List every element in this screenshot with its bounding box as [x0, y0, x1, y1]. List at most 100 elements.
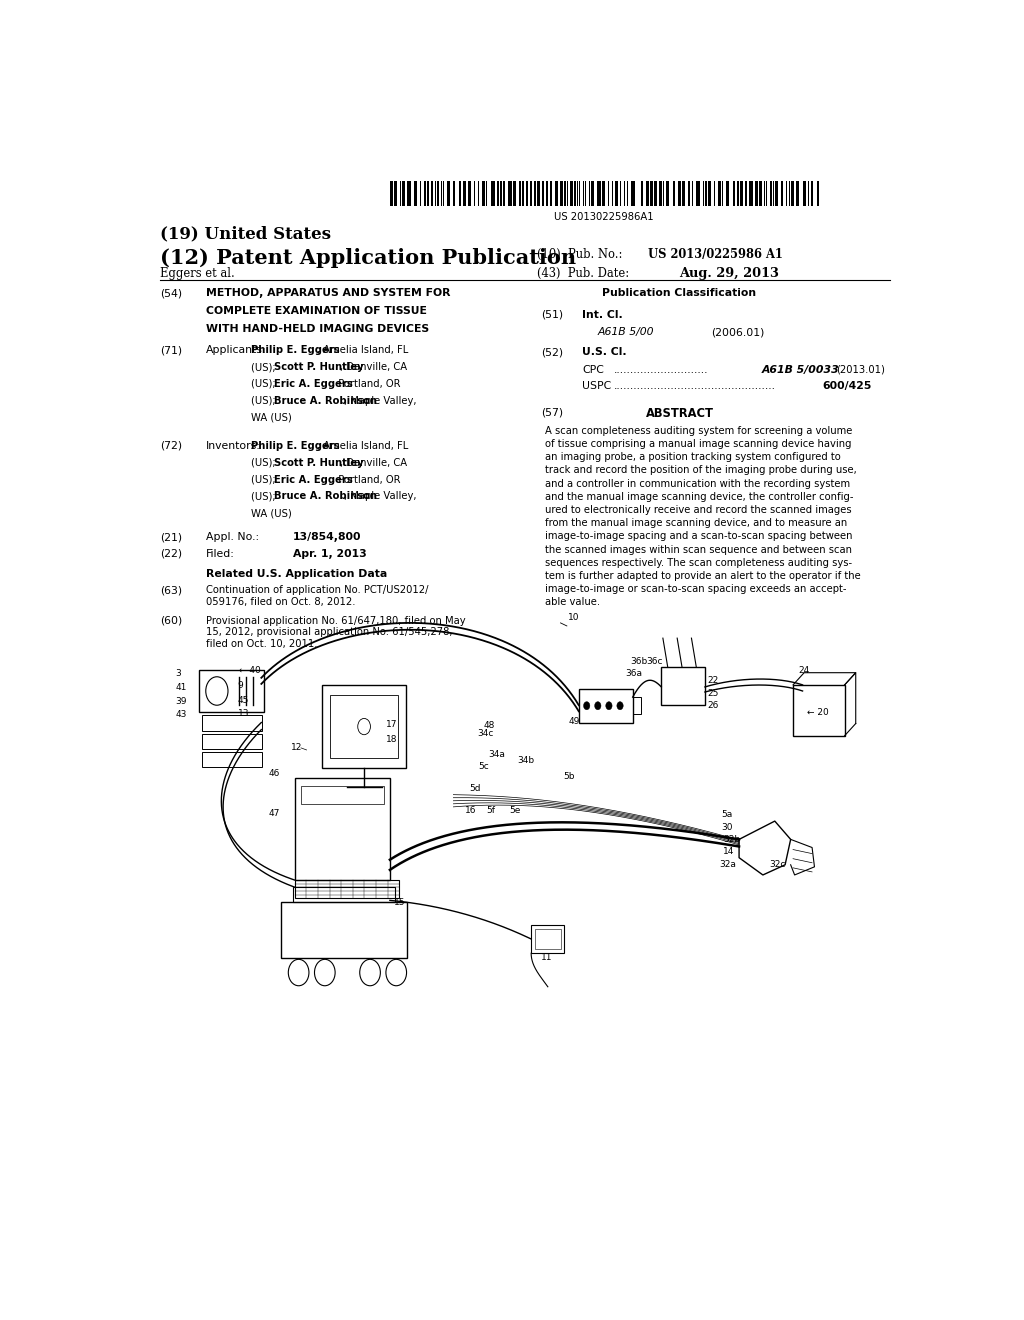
Bar	[580, 181, 584, 206]
Bar	[509, 181, 512, 206]
Text: 24: 24	[799, 667, 810, 675]
Text: 10: 10	[568, 614, 580, 622]
Text: Philip E. Eggers: Philip E. Eggers	[251, 346, 340, 355]
Bar	[406, 181, 408, 206]
Text: (72): (72)	[160, 441, 182, 451]
Bar	[690, 181, 692, 206]
Text: , Maple Valley,: , Maple Valley,	[344, 491, 417, 502]
Bar	[503, 181, 505, 206]
Bar	[439, 181, 441, 206]
Text: (71): (71)	[160, 346, 182, 355]
Text: 48: 48	[483, 721, 495, 730]
Bar	[759, 181, 762, 206]
Bar	[626, 181, 628, 206]
Bar	[402, 181, 406, 206]
Text: (12) Patent Application Publication: (12) Patent Application Publication	[160, 248, 575, 268]
Bar	[755, 181, 758, 206]
Bar	[800, 181, 803, 206]
Text: Provisional application No. 61/647,180, filed on May
15, 2012, provisional appli: Provisional application No. 61/647,180, …	[206, 615, 465, 649]
Text: 32b: 32b	[723, 834, 740, 843]
Bar	[811, 181, 813, 206]
Bar	[447, 181, 451, 206]
Text: 5f: 5f	[486, 807, 495, 816]
Bar	[574, 181, 577, 206]
Text: Bruce A. Robinson: Bruce A. Robinson	[273, 491, 377, 502]
Bar	[715, 181, 718, 206]
Circle shape	[606, 702, 612, 710]
Bar	[466, 181, 468, 206]
Bar	[390, 181, 393, 206]
Text: , Maple Valley,: , Maple Valley,	[344, 396, 417, 405]
Text: Eric A. Eggers: Eric A. Eggers	[273, 379, 352, 389]
Bar	[531, 181, 534, 206]
Text: ............................: ............................	[613, 364, 709, 375]
Bar	[745, 181, 748, 206]
Text: 39: 39	[176, 697, 187, 706]
Text: Applicants:: Applicants:	[206, 346, 266, 355]
Bar	[295, 880, 399, 899]
Bar	[705, 181, 707, 206]
Text: Philip E. Eggers: Philip E. Eggers	[251, 441, 340, 451]
Text: A scan completeness auditing system for screening a volume
of tissue comprising : A scan completeness auditing system for …	[545, 426, 860, 607]
Bar	[657, 181, 659, 206]
Text: 41: 41	[176, 684, 187, 693]
Bar	[762, 181, 764, 206]
Text: (US);: (US);	[251, 362, 279, 372]
Bar	[451, 181, 454, 206]
Bar	[540, 181, 542, 206]
Bar	[633, 697, 641, 714]
Bar	[519, 181, 521, 206]
Text: 34b: 34b	[517, 755, 534, 764]
Bar	[471, 181, 474, 206]
Bar	[667, 181, 670, 206]
Text: 18: 18	[386, 735, 397, 744]
Bar	[568, 181, 570, 206]
Bar	[531, 925, 564, 953]
Text: A61B 5/0033: A61B 5/0033	[761, 364, 839, 375]
Text: ← 40: ← 40	[240, 667, 261, 675]
Text: Apr. 1, 2013: Apr. 1, 2013	[293, 549, 367, 558]
Text: 5c: 5c	[479, 762, 489, 771]
Bar	[293, 887, 394, 903]
Text: (US);: (US);	[251, 379, 279, 389]
Text: 11: 11	[541, 953, 552, 962]
Bar	[427, 181, 429, 206]
Bar	[490, 181, 493, 206]
Bar	[682, 181, 685, 206]
Text: 30: 30	[722, 822, 733, 832]
Bar	[670, 181, 673, 206]
Bar	[564, 181, 566, 206]
Text: (10)  Pub. No.:: (10) Pub. No.:	[537, 248, 622, 261]
Text: Scott P. Huntley: Scott P. Huntley	[273, 458, 364, 467]
Text: (51): (51)	[541, 310, 563, 319]
Text: ABSTRACT: ABSTRACT	[645, 408, 714, 420]
Bar	[650, 181, 653, 206]
Text: 26: 26	[708, 701, 719, 710]
Text: Inventors:: Inventors:	[206, 441, 261, 451]
Bar	[524, 181, 526, 206]
Bar	[665, 181, 667, 206]
Text: (21): (21)	[160, 532, 182, 543]
Text: Publication Classification: Publication Classification	[602, 289, 757, 298]
Bar	[200, 669, 264, 713]
Bar	[597, 181, 601, 206]
Text: 36b: 36b	[631, 657, 647, 667]
Bar	[743, 181, 745, 206]
Text: 45: 45	[238, 696, 249, 705]
Bar	[437, 181, 439, 206]
Bar	[748, 181, 750, 206]
Text: A61B 5/00: A61B 5/00	[598, 327, 654, 337]
Text: WITH HAND-HELD IMAGING DEVICES: WITH HAND-HELD IMAGING DEVICES	[206, 325, 429, 334]
Circle shape	[584, 702, 590, 710]
Bar	[475, 181, 478, 206]
Text: , Portland, OR: , Portland, OR	[332, 474, 400, 484]
Text: 5a: 5a	[722, 810, 733, 820]
Bar	[795, 181, 797, 206]
Bar	[635, 181, 637, 206]
Text: 17: 17	[386, 719, 397, 729]
Bar	[527, 181, 529, 206]
Bar	[622, 181, 625, 206]
Text: 15: 15	[394, 898, 406, 907]
Bar	[501, 181, 503, 206]
Bar	[628, 181, 632, 206]
